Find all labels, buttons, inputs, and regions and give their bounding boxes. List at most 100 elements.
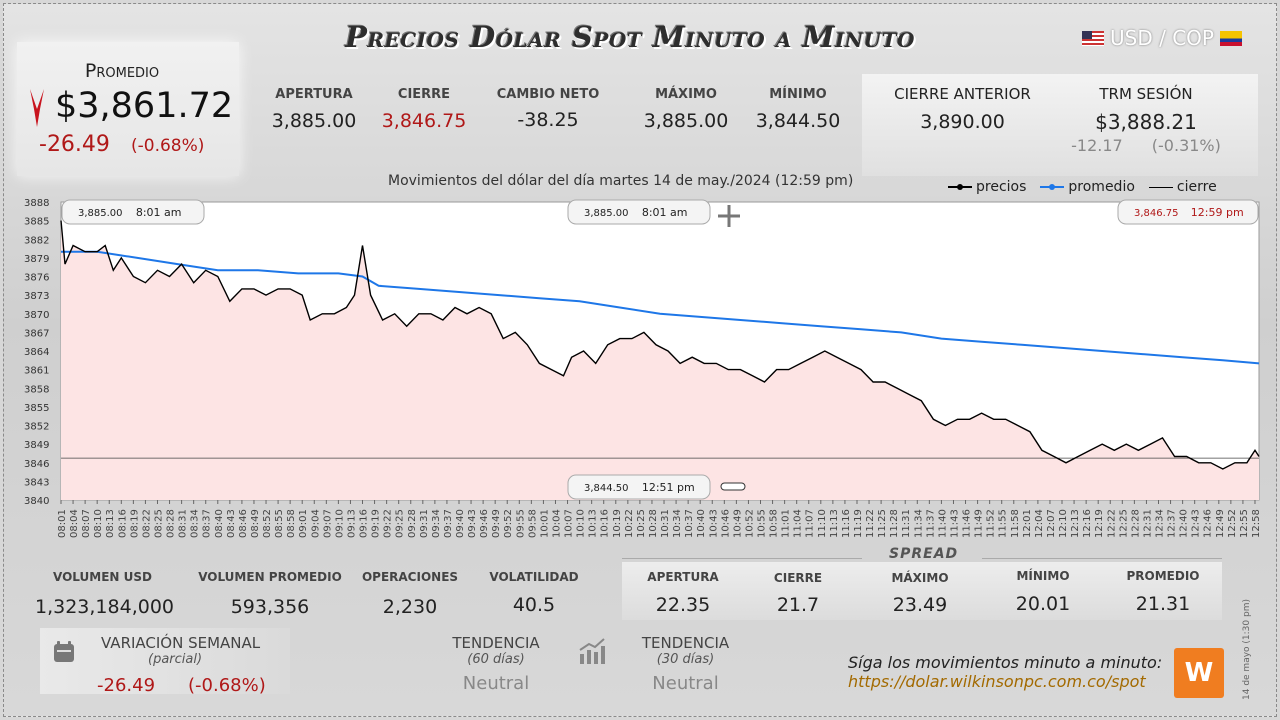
legend-close: cierre xyxy=(1148,179,1217,195)
spread-rule-right xyxy=(982,558,1222,559)
previous-close-label: CIERRE ANTERIOR xyxy=(894,85,1031,103)
down-arrow-icon xyxy=(30,89,44,127)
spread-max: MÁXIMO 23.49 xyxy=(875,571,965,616)
x-tick-label: 12:25 xyxy=(1118,509,1129,538)
x-tick-label: 12:10 xyxy=(1058,509,1069,538)
spread-value: 21.31 xyxy=(1135,593,1191,615)
stat-label: MÍNIMO xyxy=(769,87,827,102)
trm-value: $3,888.21 xyxy=(1095,110,1197,134)
trend-60-label: TENDENCIA xyxy=(452,634,540,652)
x-tick-label: 10:52 xyxy=(744,509,755,538)
bottom-stat-value: 40.5 xyxy=(512,594,556,616)
stat-label: CAMBIO NETO xyxy=(496,87,600,102)
y-tick-label: 3873 xyxy=(24,291,49,302)
x-tick-label: 12:07 xyxy=(1046,509,1057,538)
spread-value: 20.01 xyxy=(1015,593,1071,615)
x-tick-label: 08:43 xyxy=(226,509,237,538)
x-tick-label: 10:58 xyxy=(769,509,780,538)
x-tick-label: 09:28 xyxy=(407,509,418,538)
x-tick-label: 09:43 xyxy=(467,509,478,538)
follow-text: Síga los movimientos minuto a minuto: xyxy=(848,653,1163,672)
spread-opening: APERTURA 22.35 xyxy=(638,570,728,616)
bottom-stat-volume: VOLUMEN USD 1,323,184,000 xyxy=(35,570,175,618)
x-tick-label: 08:04 xyxy=(69,509,80,538)
spread-label: CIERRE xyxy=(773,571,823,585)
trm-label: TRM SESIÓN xyxy=(1099,85,1193,103)
x-tick-label: 11:40 xyxy=(937,509,948,538)
price-line xyxy=(60,220,1260,470)
stat-opening: APERTURA 3,885.00 xyxy=(255,87,373,132)
x-tick-label: 11:31 xyxy=(901,509,912,538)
trend-30-label: TENDENCIA xyxy=(641,634,730,652)
currency-pair-label: USD / COP xyxy=(1110,26,1214,50)
stat-value: 3,846.75 xyxy=(381,110,467,132)
x-tick-label: 11:01 xyxy=(781,509,792,538)
x-tick-label: 08:55 xyxy=(274,509,285,538)
spread-value: 23.49 xyxy=(892,594,948,616)
x-tick-label: 08:49 xyxy=(250,509,261,538)
bottom-stat-value: 593,356 xyxy=(230,596,310,618)
x-tick-label: 08:25 xyxy=(153,509,164,538)
x-tick-label: 08:01 xyxy=(57,509,68,538)
x-tick-label: 10:10 xyxy=(576,509,587,538)
average-change-pct: (-0.68%) xyxy=(131,136,205,156)
bottom-stat-value: 1,323,184,000 xyxy=(35,596,175,618)
x-tick-label: 11:16 xyxy=(841,509,852,538)
x-tick-label: 12:37 xyxy=(1167,509,1178,538)
y-tick-label: 3876 xyxy=(24,273,49,284)
x-tick-label: 08:07 xyxy=(81,509,92,538)
x-tick-label: 10:49 xyxy=(732,509,743,538)
follow-url-link[interactable]: https://dolar.wilkinsonpc.com.co/spot xyxy=(848,672,1146,691)
x-tick-label: 12:55 xyxy=(1239,509,1250,538)
x-tick-label: 12:34 xyxy=(1154,509,1165,538)
x-tick-label: 11:25 xyxy=(877,509,888,538)
stat-label: APERTURA xyxy=(275,87,353,102)
x-tick-label: 10:13 xyxy=(588,509,599,538)
x-tick-label: 10:31 xyxy=(660,509,671,538)
x-tick-label: 10:16 xyxy=(600,509,611,538)
x-tick-label: 12:31 xyxy=(1142,509,1153,538)
price-area xyxy=(61,220,1259,500)
x-tick-label: 10:46 xyxy=(720,509,731,538)
bottom-stat-avg-volume: VOLUMEN PROMEDIO 593,356 xyxy=(195,570,345,618)
x-tick-label: 10:43 xyxy=(708,509,719,538)
x-tick-label: 10:01 xyxy=(539,509,550,538)
wilkinson-logo[interactable]: W xyxy=(1174,648,1224,698)
y-tick-label: 3846 xyxy=(24,459,49,470)
legend-swatch-prices xyxy=(948,184,972,190)
last-callout-box xyxy=(1117,199,1259,225)
bottom-stat-label: VOLATILIDAD xyxy=(489,570,579,584)
y-tick-label: 3885 xyxy=(24,217,49,228)
x-tick-label: 12:58 xyxy=(1251,509,1262,538)
x-tick-label: 10:34 xyxy=(672,509,683,538)
trm-change-row: -12.17 (-0.31%) xyxy=(1060,136,1232,155)
x-tick-label: 11:43 xyxy=(949,509,960,538)
x-tick-label: 09:19 xyxy=(371,509,382,538)
x-tick-label: 12:01 xyxy=(1022,509,1033,538)
x-tick-label: 12:43 xyxy=(1191,509,1202,538)
x-tick-label: 09:07 xyxy=(322,509,333,538)
x-tick-label: 10:07 xyxy=(564,509,575,538)
bottom-stat-volatility: VOLATILIDAD 40.5 xyxy=(480,570,588,616)
stat-close: CIERRE 3,846.75 xyxy=(364,87,484,132)
trend-30-value: Neutral xyxy=(652,673,719,694)
trend-60-sub: (60 días) xyxy=(467,652,525,667)
spread-close: CIERRE 21.7 xyxy=(755,571,841,616)
x-tick-label: 10:22 xyxy=(624,509,635,538)
y-tick-label: 3882 xyxy=(24,235,49,246)
trend-60-value: Neutral xyxy=(462,673,530,694)
trend-chart-icon xyxy=(579,638,605,664)
x-tick-label: 09:52 xyxy=(503,509,514,538)
x-tick-label: 09:16 xyxy=(359,509,370,538)
trm-change: -12.17 xyxy=(1071,136,1123,155)
x-tick-label: 08:22 xyxy=(141,509,152,538)
weekly-change-pct: (-0.68%) xyxy=(188,675,266,696)
x-tick-label: 10:25 xyxy=(636,509,647,538)
bottom-stat-label: VOLUMEN PROMEDIO xyxy=(198,570,342,584)
y-tick-label: 3852 xyxy=(24,422,49,433)
x-tick-label: 12:04 xyxy=(1034,509,1045,538)
x-tick-label: 09:25 xyxy=(395,509,406,538)
x-tick-label: 11:13 xyxy=(829,509,840,538)
x-tick-label: 10:04 xyxy=(551,509,562,538)
